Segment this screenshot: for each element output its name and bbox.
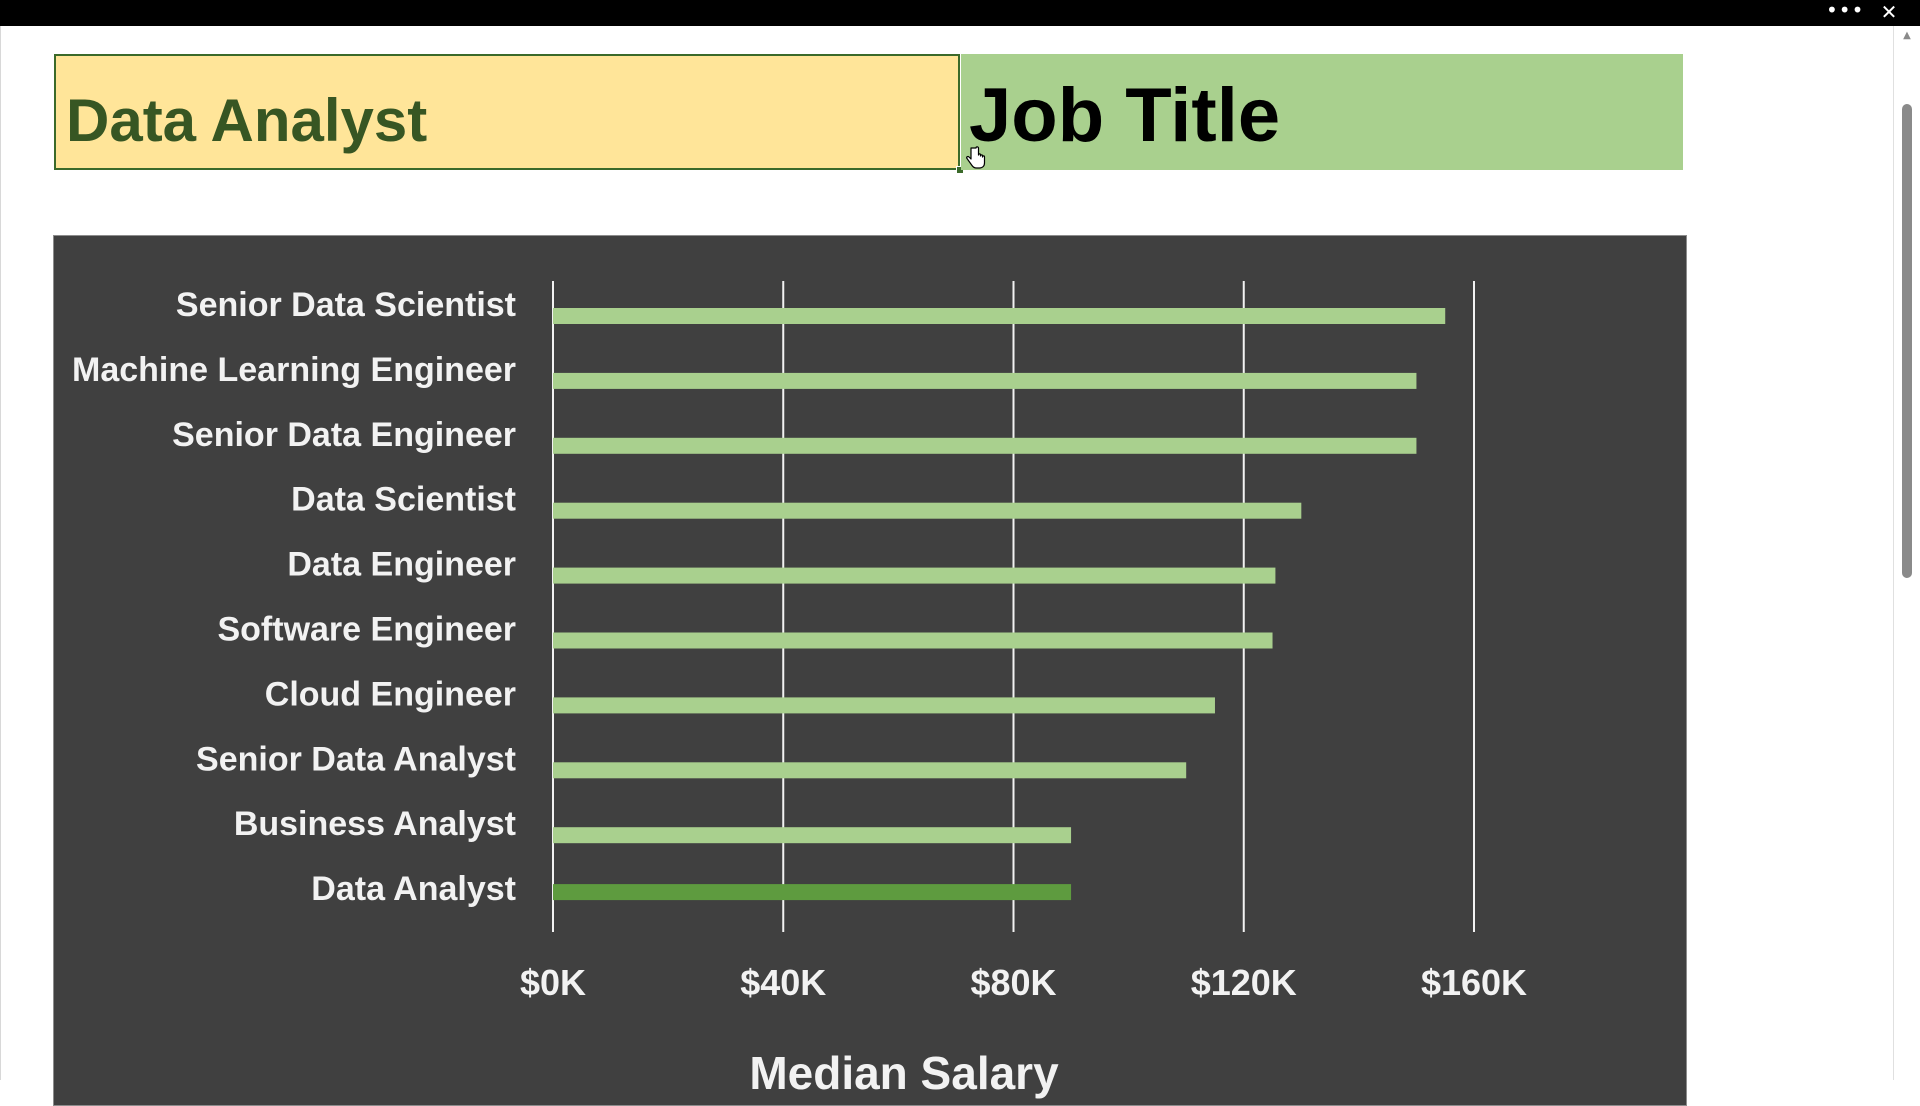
selected-cell[interactable]: Data Analyst <box>54 54 960 170</box>
category-label: Business Analyst <box>234 805 516 843</box>
salary-chart[interactable]: $0K $40K $80K $120K $160K Senior Data Scienti… <box>53 235 1687 1106</box>
bar-5 <box>553 632 1273 649</box>
category-label: Machine Learning Engineer <box>72 351 516 389</box>
hand-cursor-icon <box>966 146 986 169</box>
selected-cell-value: Data Analyst <box>66 87 428 154</box>
category-label: Senior Data Scientist <box>176 286 516 324</box>
category-label: Data Scientist <box>291 481 516 519</box>
scroll-up-arrow-icon[interactable]: ▲ <box>1903 30 1911 41</box>
category-label: Cloud Engineer <box>265 675 516 713</box>
job-title-header-label: Job Title <box>969 73 1281 158</box>
fill-handle[interactable] <box>956 166 964 174</box>
bar-4 <box>553 567 1276 584</box>
category-label: Senior Data Analyst <box>196 740 516 778</box>
x-tick-label: $120K <box>1191 962 1297 1003</box>
x-tick-label: $80K <box>970 962 1056 1003</box>
window-titlebar: ••• ✕ <box>0 0 1920 26</box>
category-label: Data Analyst <box>311 870 516 908</box>
category-label: Senior Data Engineer <box>172 416 516 454</box>
category-label: Software Engineer <box>217 611 516 649</box>
bar-8 <box>553 827 1072 844</box>
bar-0 <box>553 308 1446 324</box>
category-label: Data Engineer <box>287 546 516 584</box>
bar-1 <box>553 372 1417 389</box>
x-tick-label: $160K <box>1421 962 1527 1003</box>
bar-9 <box>553 884 1072 901</box>
job-title-header-cell[interactable]: Job Title <box>961 54 1683 170</box>
scrollbar-thumb[interactable] <box>1902 104 1912 578</box>
salary-bar-chart: $0K $40K $80K $120K $160K Senior Data Scienti… <box>72 281 1527 1099</box>
spreadsheet-area: Data Analyst Job Title $0K $40K $80K $120K $… <box>0 26 1894 1106</box>
x-tick-label: $0K <box>520 962 586 1003</box>
x-axis-title: Median Salary <box>749 1047 1059 1099</box>
bar-2 <box>553 437 1417 454</box>
x-tick-label: $40K <box>740 962 826 1003</box>
more-options-icon[interactable]: ••• <box>1826 0 1865 22</box>
bar-3 <box>553 502 1302 519</box>
bar-6 <box>553 697 1215 714</box>
bar-7 <box>553 762 1187 779</box>
close-icon[interactable]: ✕ <box>1880 0 1898 24</box>
